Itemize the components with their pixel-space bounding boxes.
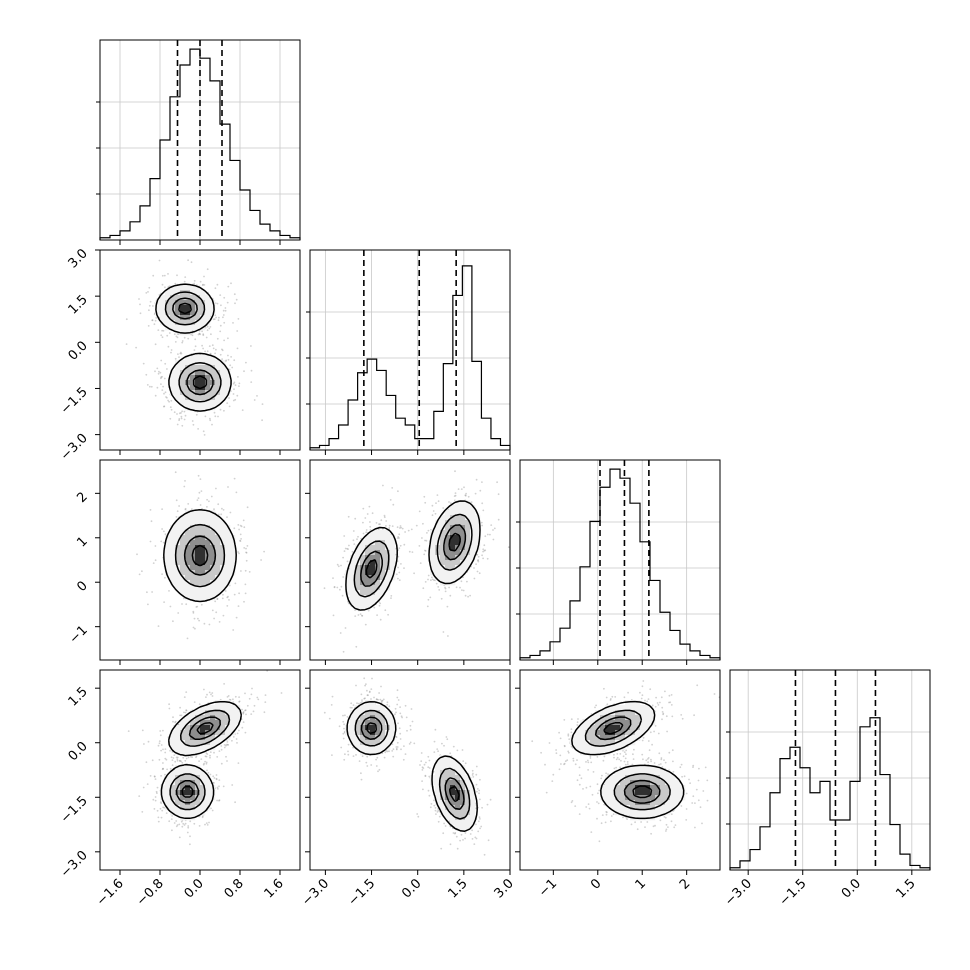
xtick-label-2-2: 1 <box>633 876 649 892</box>
xtick-label-3-3: 1.5 <box>893 876 918 901</box>
joint-3-0-contour-2 <box>175 716 221 804</box>
ytick-label-1-3: 1.5 <box>66 292 91 317</box>
joint-2-1-contour-3 <box>365 532 462 579</box>
ytick-label-2-3: 2 <box>74 490 90 506</box>
joint-panel-3-0 <box>99 669 301 871</box>
hist-2-steps <box>519 468 721 660</box>
xtick-label-3-2: 0.0 <box>839 876 864 901</box>
xtick-label-1-4: 3.0 <box>492 876 517 901</box>
joint-3-0-contours <box>160 700 243 820</box>
hist-panel-2 <box>516 459 721 661</box>
joint-2-1-contour-1 <box>353 513 473 598</box>
ytick-label-2-2: 1 <box>74 534 90 550</box>
joint-3-0-contour-0 <box>160 700 243 820</box>
hist-3-frame <box>729 669 931 871</box>
xtick-label-3-0: −3.0 <box>722 876 755 909</box>
ytick-label-1-0: −3.0 <box>58 431 91 464</box>
joint-1-0-contour-0 <box>155 283 232 412</box>
ytick-label-1-4: 3.0 <box>66 246 91 271</box>
hist-1-frame <box>309 249 511 451</box>
joint-panel-3-2 <box>519 669 721 871</box>
joint-3-0-contour-3 <box>181 721 214 798</box>
joint-3-2-frame <box>519 669 721 871</box>
joint-2-0-contour-0 <box>163 509 237 603</box>
ytick-label-3-1: −1.5 <box>58 793 91 826</box>
joint-1-0-contour-1 <box>164 291 222 403</box>
joint-3-2-contour-1 <box>584 709 671 811</box>
hist-1-steps <box>309 265 511 450</box>
ytick-label-1-1: −1.5 <box>58 385 91 418</box>
joint-panel-2-0 <box>99 459 301 661</box>
xtick-label-0-1: −0.8 <box>134 876 167 909</box>
ytick-label-2-0: −1 <box>67 623 91 647</box>
hist-panel-3 <box>726 669 931 871</box>
joint-3-0-contour-1 <box>169 709 231 811</box>
joint-3-2-contours <box>571 700 685 820</box>
ytick-label-2-1: 0 <box>74 578 90 594</box>
ytick-label-3-0: −3.0 <box>58 848 91 881</box>
xtick-label-0-0: −1.6 <box>94 876 127 909</box>
joint-3-2-contour-0 <box>571 700 685 820</box>
ytick-label-3-2: 0.0 <box>66 739 91 764</box>
xtick-label-1-3: 1.5 <box>445 876 470 901</box>
xtick-label-0-3: 0.8 <box>222 876 247 901</box>
xtick-label-1-0: −3.0 <box>299 876 332 909</box>
joint-2-1-contours <box>345 500 481 611</box>
joint-3-1-frame <box>309 669 511 871</box>
joint-3-2-contour-2 <box>594 716 661 804</box>
joint-panel-1-0 <box>99 249 301 451</box>
xtick-label-3-1: −1.5 <box>777 876 810 909</box>
joint-3-1-contour-1 <box>354 709 471 820</box>
hist-2-frame <box>519 459 721 661</box>
ytick-label-1-2: 0.0 <box>66 339 91 364</box>
xtick-label-2-1: 0 <box>588 876 604 892</box>
joint-2-1-contour-0 <box>345 500 481 611</box>
joint-1-0-contour-3 <box>178 302 208 390</box>
joint-2-0-contour-2 <box>183 535 217 576</box>
joint-2-1-frame <box>309 459 511 661</box>
joint-3-1-contour-3 <box>366 722 460 803</box>
ytick-label-3-3: 1.5 <box>66 684 91 709</box>
xtick-label-1-1: −1.5 <box>345 876 378 909</box>
xtick-label-0-4: 1.6 <box>262 876 287 901</box>
joint-2-0-contour-3 <box>191 544 209 567</box>
joint-2-0-contour-1 <box>174 523 226 588</box>
joint-1-0-contours <box>155 283 232 412</box>
joint-3-1-contour-0 <box>346 700 478 832</box>
xtick-label-1-2: 0.0 <box>399 876 424 901</box>
joint-2-1-contour-2 <box>360 524 467 587</box>
xtick-label-2-3: 2 <box>677 876 693 892</box>
joint-3-1-density <box>345 700 476 831</box>
joint-2-0-contours <box>163 509 237 603</box>
joint-panel-2-1 <box>309 459 511 661</box>
joint-1-0-contour-2 <box>172 297 214 396</box>
hist-panel-1 <box>306 249 511 451</box>
xtick-label-2-0: −1 <box>536 876 560 900</box>
xtick-label-0-2: 0.0 <box>182 876 207 901</box>
hist-3-steps <box>729 717 931 870</box>
joint-panel-3-1 <box>309 669 511 871</box>
hist-panel-0 <box>96 39 301 241</box>
joint-3-1-contour-2 <box>360 716 465 811</box>
joint-3-1-contours <box>346 700 478 832</box>
joint-3-2-contour-3 <box>603 722 653 799</box>
